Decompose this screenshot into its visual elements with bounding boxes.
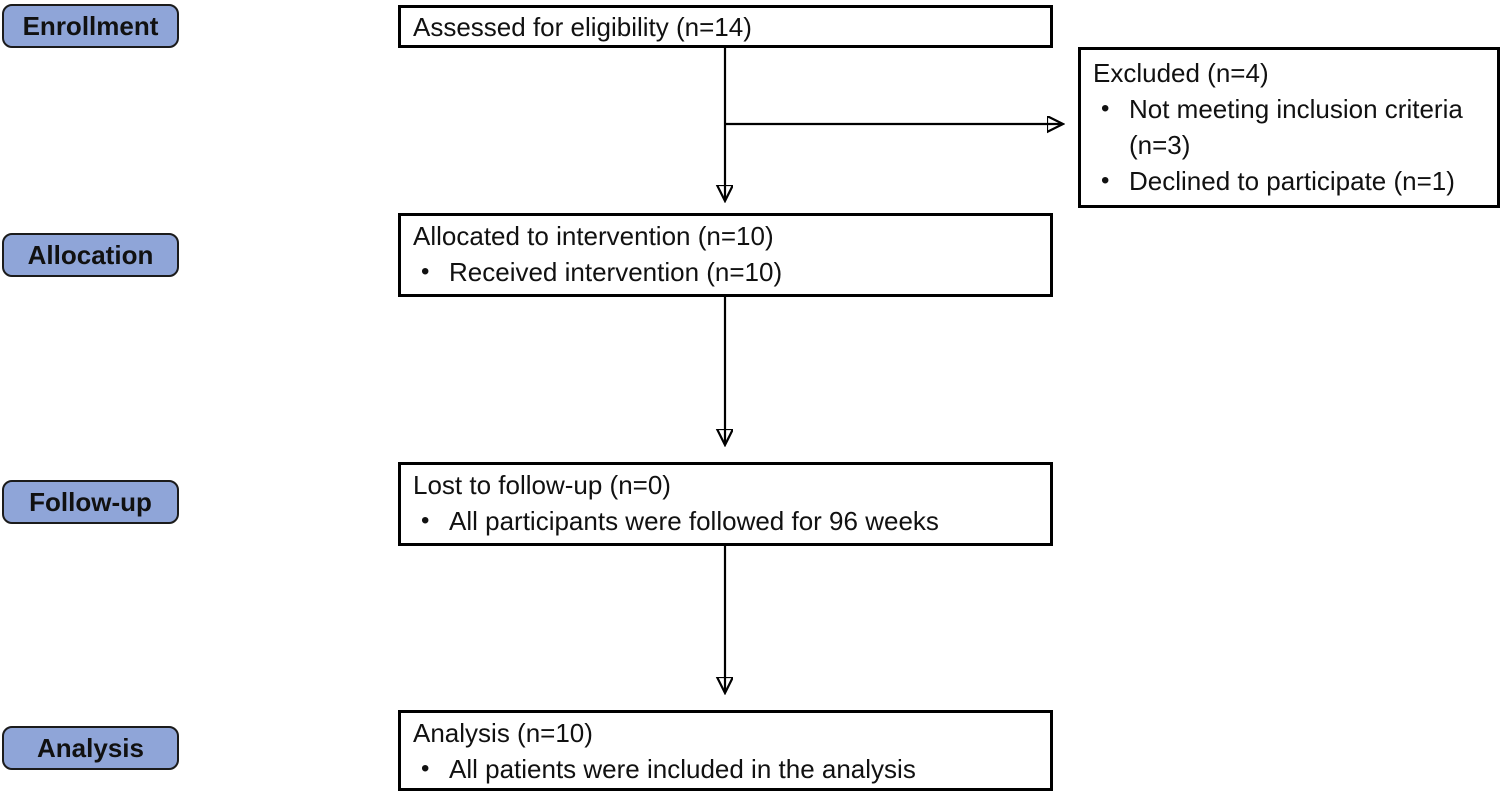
stage-badge-analysis: Analysis: [2, 726, 179, 770]
stage-badge-enrollment: Enrollment: [2, 4, 179, 48]
allocated-bullet-1: Received intervention (n=10): [449, 257, 783, 287]
stage-label-enrollment: Enrollment: [22, 10, 159, 41]
followup-bullet-item: All participants were followed for 96 we…: [413, 503, 1038, 539]
excluded-bullet-item: Declined to participate (n=1): [1093, 163, 1485, 199]
analysis-bullet-item: All patients were included in the analys…: [413, 751, 1038, 787]
stage-label-allocation: Allocation: [27, 239, 154, 270]
excluded-title: Excluded (n=4): [1093, 58, 1269, 88]
stage-label-followup: Follow-up: [29, 486, 152, 517]
excluded-bullet-item: Not meeting inclusion criteria (n=3): [1093, 91, 1485, 163]
box-allocated: Allocated to intervention (n=10) Receive…: [398, 213, 1053, 297]
excluded-bullet-1: Not meeting inclusion criteria (n=3): [1129, 94, 1463, 160]
followup-bullet-1: All participants were followed for 96 we…: [449, 506, 939, 536]
analysis-bullet-1: All patients were included in the analys…: [449, 754, 916, 784]
box-analysis: Analysis (n=10) All patients were includ…: [398, 710, 1053, 791]
stage-badge-followup: Follow-up: [2, 480, 179, 524]
box-excluded: Excluded (n=4) Not meeting inclusion cri…: [1078, 47, 1500, 208]
followup-title: Lost to follow-up (n=0): [413, 470, 671, 500]
stage-label-analysis: Analysis: [37, 732, 144, 763]
stage-badge-allocation: Allocation: [2, 233, 179, 277]
assessed-title: Assessed for eligibility (n=14): [413, 11, 752, 42]
excluded-bullet-2: Declined to participate (n=1): [1129, 166, 1455, 196]
box-lost-to-followup: Lost to follow-up (n=0) All participants…: [398, 462, 1053, 546]
allocated-title: Allocated to intervention (n=10): [413, 221, 774, 251]
box-assessed-for-eligibility: Assessed for eligibility (n=14): [398, 5, 1053, 48]
analysis-title: Analysis (n=10): [413, 718, 593, 748]
allocated-bullet-item: Received intervention (n=10): [413, 254, 1038, 290]
